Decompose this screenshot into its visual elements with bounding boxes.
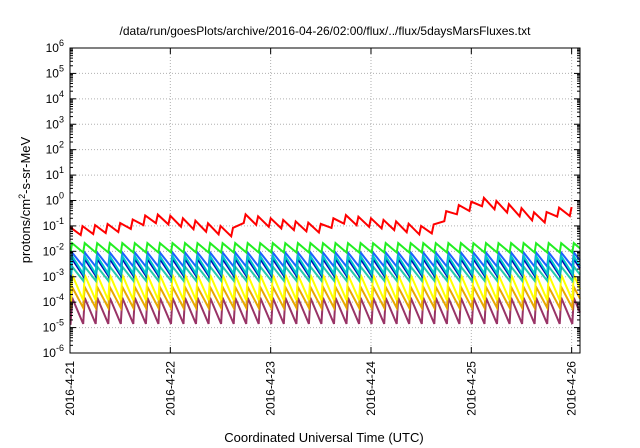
- series-line: [69, 252, 581, 278]
- y-axis-label-sup: 2: [17, 194, 27, 199]
- y-tick-label: 10-2: [43, 241, 64, 258]
- y-tick-label: 101: [46, 165, 64, 182]
- x-tick-label: 2016-4-23: [264, 361, 278, 416]
- y-axis-label: protons/cm2-s-sr-MeV: [17, 136, 33, 263]
- series-line: [69, 195, 573, 239]
- y-tick-label: 103: [46, 114, 64, 131]
- series-layer: [69, 195, 581, 325]
- y-tick-label: 10-6: [43, 343, 64, 360]
- y-tick-label: 10-4: [43, 292, 64, 309]
- y-tick-label: 10-1: [43, 216, 64, 233]
- chart-title: /data/run/goesPlots/archive/2016-04-26/0…: [120, 24, 532, 38]
- series-line: [69, 241, 581, 255]
- x-tick-label: 2016-4-25: [464, 361, 478, 416]
- y-tick-label: 105: [46, 63, 64, 80]
- y-axis-ticks: 10-6 10-5 10-4 10-3 10-2 10-1 100 101 102 103 104 1…: [43, 38, 580, 360]
- y-tick-label: 10-5: [43, 318, 64, 335]
- y-tick-label: 104: [46, 89, 64, 106]
- x-axis-label: Coordinated Universal Time (UTC): [224, 430, 423, 445]
- y-tick-label: 100: [46, 191, 64, 208]
- series-line: [69, 274, 581, 302]
- x-tick-label: 2016-4-24: [364, 361, 378, 416]
- x-tick-label: 2016-4-21: [63, 361, 77, 416]
- x-tick-label: 2016-4-22: [163, 361, 177, 416]
- y-tick-label: 10-3: [43, 267, 64, 284]
- y-axis-label-main: protons/cm: [18, 199, 33, 263]
- y-tick-label: 102: [46, 140, 64, 157]
- x-tick-label: 2016-4-26: [565, 361, 579, 416]
- y-tick-label: 106: [46, 38, 64, 55]
- y-axis-label-rest: -s-sr-MeV: [18, 136, 33, 193]
- x-axis-ticks: 2016-4-21 2016-4-22 2016-4-23 2016-4-24 2016…: [63, 48, 579, 416]
